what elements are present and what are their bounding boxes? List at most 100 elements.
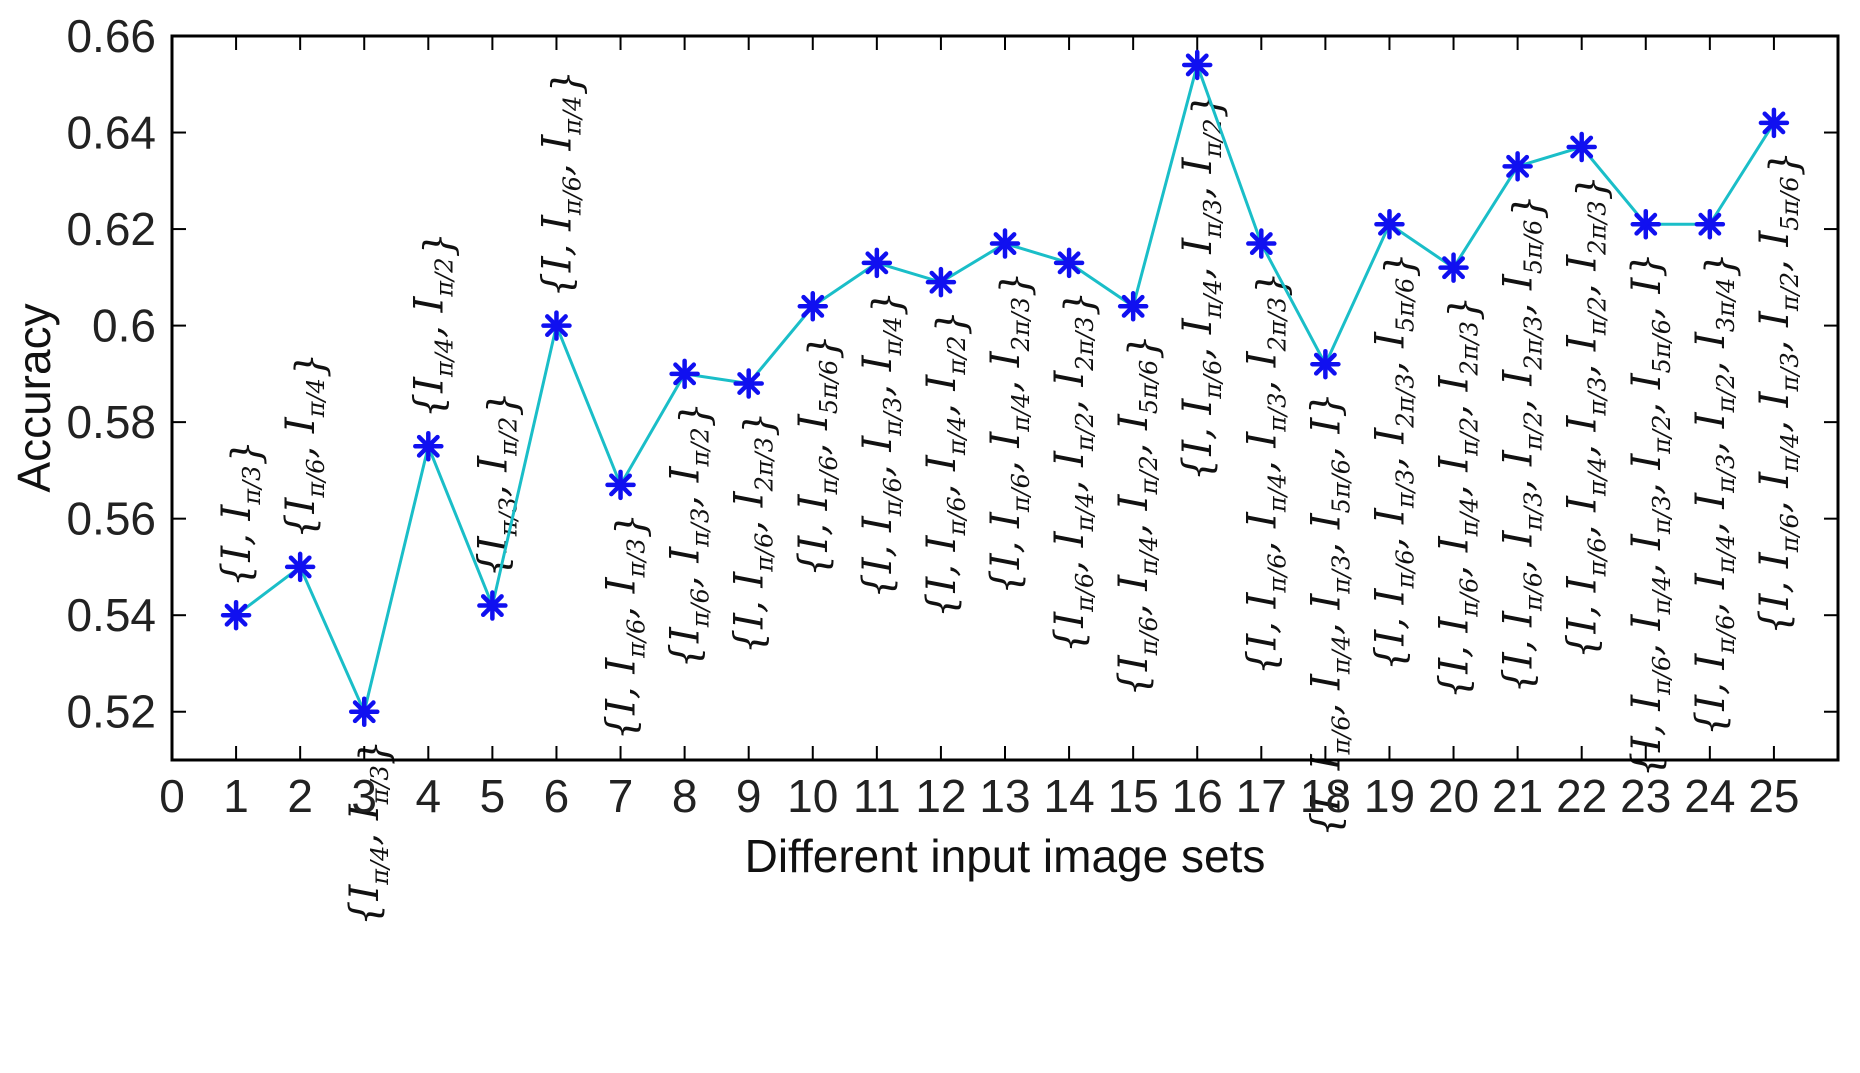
point-label-subscript: 5π/6 (1776, 176, 1804, 230)
point-label-symbol: I (663, 626, 709, 644)
point-label-symbol: I (1175, 156, 1221, 174)
point-label-symbol: I (1688, 694, 1734, 712)
point-label-subscript: π/6 (1520, 572, 1548, 612)
point-label-subscript: π/4 (302, 378, 330, 418)
point-label-subscript: π/6 (1648, 656, 1676, 696)
point-label-symbol: I (1432, 374, 1478, 392)
point-label-subscript: π/6 (1199, 360, 1227, 400)
data-point-marker (284, 551, 316, 583)
x-tick-label: 2 (287, 770, 313, 822)
point-label-symbol: I (791, 493, 837, 511)
point-label-symbol: I (470, 535, 516, 553)
point-label-symbol: I (278, 496, 324, 514)
point-label-subscript: 2π/3 (1391, 373, 1419, 428)
point-label-subscript: π/3 (1391, 469, 1419, 509)
point-label: {Iπ/6, Iπ/4} (278, 353, 334, 539)
point-label-symbol: I (406, 376, 452, 394)
point-label-subscript: 3π/4 (1712, 278, 1740, 332)
point-label: {I, Iπ/6, Iπ/4, I2π/3} (983, 272, 1039, 595)
point-label-symbol: I (1303, 673, 1349, 691)
point-label-subscript: π/4 (1327, 635, 1355, 675)
data-point-marker (861, 247, 893, 279)
point-label-symbol: I (1432, 657, 1478, 675)
point-labels-layer: {I, Iπ/3}{Iπ/6, Iπ/4} {Iπ/4, Iπ/3} {Iπ/4, … (214, 70, 1808, 926)
point-label-subscript: 5π/6 (815, 360, 843, 414)
point-label: {I, Iπ/6, I5π/6} (791, 334, 847, 577)
point-label-symbol: I (1239, 511, 1285, 529)
point-label: {I, Iπ/6, Iπ/4, Iπ/2, I2π/3} (1432, 296, 1488, 700)
point-label: {I, Iπ/6, Iπ/3, Iπ/4} (855, 291, 911, 599)
point-label-symbol: I (1688, 331, 1734, 349)
point-label-symbol: I (1624, 372, 1670, 390)
data-point-marker (1758, 107, 1790, 139)
point-label-subscript: π/3 (879, 397, 907, 437)
x-tick-label: 13 (979, 770, 1030, 822)
point-label-symbol: I (1175, 237, 1221, 255)
point-label: {I, Iπ/6, I2π/3} (727, 412, 783, 655)
point-label: {Iπ/4, Iπ/3} (342, 740, 398, 926)
point-label-symbol: I (1752, 230, 1798, 248)
point-label-symbol: I (1752, 592, 1798, 610)
point-label-subscript: π/2 (1135, 455, 1163, 495)
point-label-symbol: I (534, 255, 580, 273)
x-tick-label: 1 (223, 770, 249, 822)
point-label-symbol: I (1688, 411, 1734, 429)
point-label: {I, Iπ/6, Iπ/4, Iπ/2} (919, 310, 975, 618)
x-axis-title: Different input image sets (745, 830, 1266, 882)
y-tick-label: 0.56 (66, 493, 156, 545)
point-label-subscript: π/4 (1007, 393, 1035, 433)
point-label-symbol: I (1303, 753, 1349, 771)
data-point-marker (925, 266, 957, 298)
point-label-subscript: π/3 (1776, 352, 1804, 392)
point-label-subscript: π/2 (1456, 417, 1484, 457)
point-label-subscript: π/4 (1456, 497, 1484, 537)
point-label-symbol: I (599, 576, 645, 594)
x-tick-label: 7 (608, 770, 634, 822)
point-label-subscript: π/4 (1135, 536, 1163, 576)
point-label-subscript: π/6 (1776, 513, 1804, 553)
point-label-symbol: I (214, 503, 260, 521)
data-point-marker (605, 469, 636, 501)
point-label: {I, Iπ/6, Iπ/3, I2π/3, I5π/6} (1367, 252, 1423, 671)
point-label-subscript: π/6 (558, 176, 586, 216)
point-label-subscript: π/4 (1199, 279, 1227, 319)
point-label-symbol: I (1624, 613, 1670, 631)
point-label-subscript: π/6 (1071, 573, 1099, 613)
x-tick-label: 14 (1043, 770, 1094, 822)
point-label-symbol: I (1047, 370, 1093, 388)
point-label-subscript: π/2 (1071, 412, 1099, 452)
point-label-subscript: π/4 (366, 846, 394, 886)
point-label-symbol: I (1239, 633, 1285, 651)
point-label-subscript: π/4 (430, 338, 458, 378)
point-label-subscript: 2π/3 (1456, 321, 1484, 376)
point-label-symbol: I (1432, 616, 1478, 634)
data-point-marker (1181, 49, 1213, 81)
point-label-subscript: π/6 (815, 455, 843, 495)
point-label-subscript: π/3 (1712, 454, 1740, 494)
point-label-symbol: I (1303, 593, 1349, 611)
x-tick-label: 11 (853, 770, 901, 822)
x-tick-label: 22 (1556, 770, 1607, 822)
point-label-symbol: I (1496, 449, 1542, 467)
x-tick-label: 8 (672, 770, 698, 822)
point-label-symbol: I (1560, 414, 1606, 432)
point-label: {I, Iπ/6, Iπ/4, Iπ/3, Iπ/2, I3π/4} (1688, 252, 1744, 736)
y-tick-label: 0.66 (66, 10, 156, 62)
data-point-marker (797, 291, 829, 322)
data-point-marker (989, 228, 1021, 259)
point-label-subscript: π/2 (1648, 415, 1676, 455)
x-tick-label: 15 (1108, 770, 1159, 822)
point-label-symbol: I (1175, 398, 1221, 416)
point-label-symbol: I (663, 465, 709, 483)
point-label-subscript: π/3 (238, 466, 266, 506)
point-label-symbol: I (1367, 427, 1413, 445)
point-label-symbol: I (1367, 507, 1413, 525)
point-label-symbol: I (1560, 334, 1606, 352)
point-label-symbol: I (1432, 535, 1478, 553)
point-label-subscript: 5π/6 (1648, 319, 1676, 373)
point-label-symbol: I (1560, 616, 1606, 634)
point-label-symbol: I (1624, 694, 1670, 712)
point-label-symbol: I (919, 576, 965, 594)
